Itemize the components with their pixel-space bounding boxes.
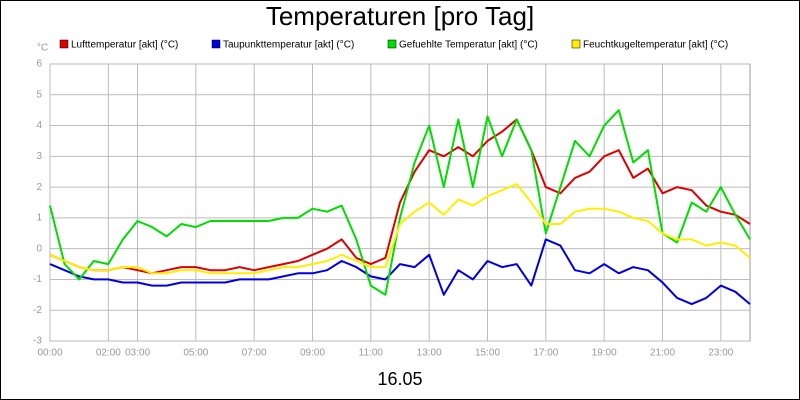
y-tick-label: 0	[36, 243, 42, 254]
legend-label: Feuchtkugeltemperatur [akt] (°C)	[583, 40, 728, 51]
legend-swatch	[387, 39, 397, 49]
legend-label: Taupunkttemperatur [akt] (°C)	[223, 40, 354, 51]
x-tick-label: 23:00	[708, 348, 733, 359]
y-tick-label: -2	[33, 305, 42, 316]
legend-swatch	[571, 39, 581, 49]
x-tick-label: 02:00	[96, 348, 121, 359]
x-tick-label: 15:00	[475, 348, 500, 359]
y-tick-label: 2	[36, 182, 42, 193]
x-tick-label: 11:00	[359, 348, 384, 359]
y-tick-label: 4	[36, 120, 42, 131]
y-tick-label: -1	[33, 274, 42, 285]
y-tick-label: 3	[36, 151, 42, 162]
legend-label: Gefuehlte Temperatur [akt] (°C)	[399, 40, 538, 51]
y-unit: °C	[37, 43, 48, 54]
legend-swatch	[59, 39, 69, 49]
x-tick-label: 09:00	[300, 348, 325, 359]
x-tick-label: 17:00	[533, 348, 558, 359]
y-tick-label: 6	[36, 59, 42, 70]
series-line	[49, 118, 751, 275]
y-tick-label: -3	[33, 336, 42, 347]
chart-title: Temperaturen [pro Tag]	[266, 1, 534, 31]
series-line	[49, 238, 751, 306]
y-tick-label: 5	[36, 89, 42, 100]
legend-label: Lufttemperatur [akt] (°C)	[71, 40, 178, 51]
x-tick-label: 00:00	[37, 348, 62, 359]
x-tick-label: 19:00	[592, 348, 617, 359]
x-tick-label: 05:00	[183, 348, 208, 359]
x-tick-label: 13:00	[417, 348, 442, 359]
legend-swatch	[211, 39, 221, 49]
x-tick-label: 21:00	[650, 348, 675, 359]
x-tick-label: 07:00	[242, 348, 267, 359]
y-tick-label: 1	[36, 213, 42, 224]
x-tick-label: 03:00	[125, 348, 150, 359]
series-line	[49, 109, 751, 296]
x-axis-label: 16.05	[377, 369, 422, 389]
series-line	[49, 183, 751, 275]
